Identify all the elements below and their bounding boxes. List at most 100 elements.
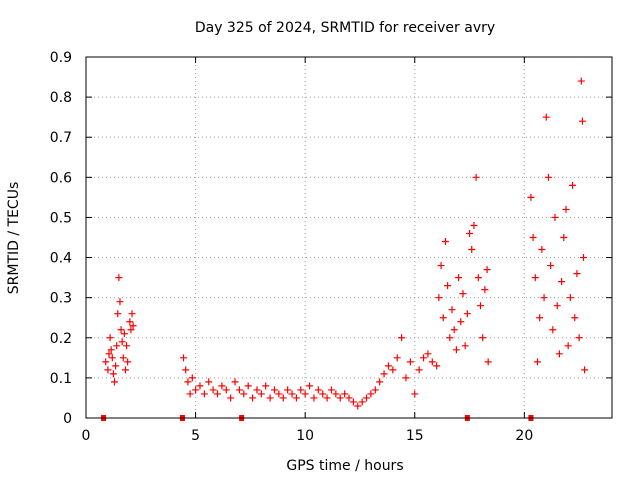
y-tick-label: 0.3 xyxy=(50,291,72,307)
data-point xyxy=(577,77,585,85)
data-point xyxy=(257,390,265,398)
data-point xyxy=(558,278,566,286)
data-point xyxy=(107,346,115,354)
data-point xyxy=(466,229,474,237)
data-point xyxy=(428,358,436,366)
data-point xyxy=(468,246,476,254)
y-tick-label: 0.1 xyxy=(50,371,72,387)
data-point xyxy=(314,386,322,394)
data-point xyxy=(562,205,570,213)
data-point xyxy=(435,294,443,302)
data-point xyxy=(327,386,335,394)
y-tick-label: 0.4 xyxy=(50,251,72,267)
data-point xyxy=(108,354,116,362)
grid xyxy=(86,57,612,418)
data-point xyxy=(270,386,278,394)
data-point xyxy=(127,326,135,334)
data-point xyxy=(200,390,208,398)
data-point xyxy=(444,282,452,290)
y-tick-label: 0.8 xyxy=(50,90,72,106)
data-point xyxy=(124,358,132,366)
data-point xyxy=(367,390,375,398)
data-point xyxy=(459,290,467,298)
data-point xyxy=(371,386,379,394)
data-point xyxy=(118,338,126,346)
data-point xyxy=(249,394,257,402)
data-point xyxy=(205,378,213,386)
x-axis-label: GPS time / hours xyxy=(286,458,403,474)
data-point xyxy=(551,213,559,221)
data-point xyxy=(575,334,583,342)
data-point xyxy=(279,394,287,402)
data-point xyxy=(560,234,568,241)
data-point xyxy=(542,113,550,121)
data-point xyxy=(288,390,296,398)
data-point xyxy=(109,370,117,378)
data-point xyxy=(292,394,300,402)
data-point xyxy=(284,386,292,394)
y-tick-label: 0.7 xyxy=(50,130,72,146)
data-point xyxy=(235,386,243,394)
data-point xyxy=(553,302,561,310)
data-point xyxy=(297,386,305,394)
data-point xyxy=(114,310,122,318)
data-point xyxy=(112,362,120,370)
data-point xyxy=(470,221,478,229)
data-point xyxy=(102,358,110,366)
data-point xyxy=(104,366,112,374)
data-point xyxy=(184,378,192,386)
data-point xyxy=(540,294,548,302)
data-point xyxy=(323,394,331,402)
data-point xyxy=(115,274,123,282)
data-point xyxy=(384,362,392,370)
y-axis-label: SRMTID / TECUs xyxy=(6,182,22,295)
data-point xyxy=(336,394,344,402)
data-point xyxy=(380,370,388,378)
data-point xyxy=(578,117,586,125)
data-point xyxy=(180,354,188,362)
data-point xyxy=(446,334,454,342)
data-point xyxy=(126,318,134,326)
data-point xyxy=(569,181,577,189)
data-point xyxy=(120,330,128,338)
axis-ticks: 0 5 10 15 20 0 0.1 0.2 0.3 0.4 0.5 0.6 0.7 0.8 0.9 xyxy=(50,50,612,444)
data-point xyxy=(474,274,482,282)
data-point xyxy=(121,366,129,374)
data-point xyxy=(483,266,491,274)
data-point xyxy=(437,262,445,270)
data-point xyxy=(564,342,572,350)
data-point xyxy=(393,354,401,362)
x-tick-label: 20 xyxy=(515,428,533,444)
data-point xyxy=(441,238,449,246)
data-point xyxy=(186,390,194,398)
data-point xyxy=(536,314,544,322)
data-point xyxy=(341,390,349,398)
data-point xyxy=(310,394,318,402)
x-tick-label: 10 xyxy=(296,428,314,444)
data-point xyxy=(123,342,131,350)
data-point xyxy=(227,394,235,402)
data-point xyxy=(555,350,563,358)
data-point xyxy=(547,262,555,270)
data-point xyxy=(484,358,492,366)
data-point xyxy=(119,354,127,362)
data-point xyxy=(533,358,541,366)
data-point xyxy=(376,378,384,386)
data-point xyxy=(479,334,487,342)
data-point xyxy=(481,286,489,294)
data-point xyxy=(420,354,428,362)
data-point xyxy=(389,366,397,374)
data-point xyxy=(222,386,230,394)
data-point xyxy=(209,386,217,394)
chart-title: Day 325 of 2024, SRMTID for receiver avr… xyxy=(195,20,495,36)
data-point xyxy=(398,334,406,342)
data-point xyxy=(566,294,574,302)
data-point xyxy=(529,234,537,241)
data-point xyxy=(573,270,581,278)
data-point xyxy=(581,366,589,374)
data-point xyxy=(406,358,414,366)
data-point xyxy=(457,318,465,326)
data-point xyxy=(358,398,366,406)
data-point xyxy=(455,274,463,282)
